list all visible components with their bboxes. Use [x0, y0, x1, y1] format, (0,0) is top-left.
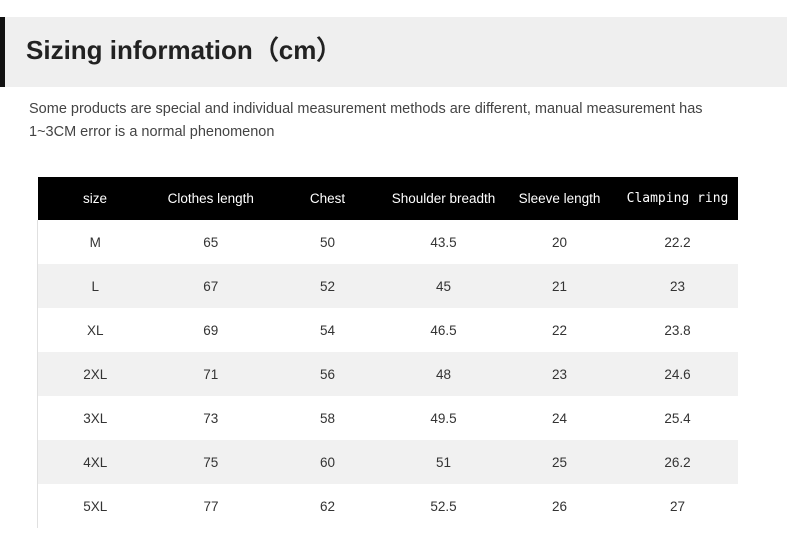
table-cell: 23: [501, 352, 618, 396]
table-header-row: size Clothes length Chest Shoulder bread…: [37, 177, 738, 220]
column-header-chest: Chest: [269, 177, 386, 220]
table-cell: 4XL: [37, 440, 153, 484]
table-cell: 24.6: [617, 352, 738, 396]
table-cell: 5XL: [37, 484, 153, 528]
table-cell: L: [37, 264, 153, 308]
table-cell: 69: [152, 308, 270, 352]
table-cell: 75: [152, 440, 270, 484]
table-row: 3XL 73 58 49.5 24 25.4: [37, 396, 738, 440]
table-cell: 46.5: [385, 308, 502, 352]
table-cell: 73: [152, 396, 270, 440]
table-cell: 50: [269, 220, 386, 264]
table-cell: 23.8: [617, 308, 738, 352]
table-row: L 67 52 45 21 23: [37, 264, 738, 308]
accent-bar: [0, 17, 5, 87]
table-cell: M: [37, 220, 153, 264]
table-cell: 51: [385, 440, 502, 484]
column-header-sleeve-length: Sleeve length: [501, 177, 618, 220]
table-cell: 52.5: [385, 484, 502, 528]
measurement-note: Some products are special and individual…: [29, 101, 703, 140]
table-cell: 58: [269, 396, 386, 440]
table-cell: 60: [269, 440, 386, 484]
column-header-size: size: [37, 177, 153, 220]
table-cell: 45: [385, 264, 502, 308]
page-title: Sizing information（cm）: [26, 35, 343, 65]
table-cell: 20: [501, 220, 618, 264]
table-cell: 52: [269, 264, 386, 308]
table-row: 5XL 77 62 52.5 26 27: [37, 484, 738, 528]
table-cell: 25.4: [617, 396, 738, 440]
table-cell: 65: [152, 220, 270, 264]
column-header-clamping-ring: Clamping ring: [617, 177, 738, 220]
table-cell: 67: [152, 264, 270, 308]
table-cell: 56: [269, 352, 386, 396]
table-row: 4XL 75 60 51 25 26.2: [37, 440, 738, 484]
size-chart-table: size Clothes length Chest Shoulder bread…: [37, 177, 738, 528]
table-cell: 26: [501, 484, 618, 528]
table-cell: 26.2: [617, 440, 738, 484]
table-row: 2XL 71 56 48 23 24.6: [37, 352, 738, 396]
table-cell: XL: [37, 308, 153, 352]
table-cell: 3XL: [37, 396, 153, 440]
section-header: Sizing information（cm）: [0, 17, 787, 87]
table-row: XL 69 54 46.5 22 23.8: [37, 308, 738, 352]
table-row: M 65 50 43.5 20 22.2: [37, 220, 738, 264]
column-header-clothes-length: Clothes length: [152, 177, 270, 220]
table-cell: 2XL: [37, 352, 153, 396]
table-cell: 22: [501, 308, 618, 352]
table-cell: 49.5: [385, 396, 502, 440]
table-cell: 25: [501, 440, 618, 484]
table-cell: 77: [152, 484, 270, 528]
table-cell: 22.2: [617, 220, 738, 264]
table-cell: 62: [269, 484, 386, 528]
table-cell: 27: [617, 484, 738, 528]
table-cell: 48: [385, 352, 502, 396]
table-cell: 21: [501, 264, 618, 308]
table-cell: 24: [501, 396, 618, 440]
column-header-shoulder-breadth: Shoulder breadth: [385, 177, 502, 220]
table-cell: 43.5: [385, 220, 502, 264]
table-cell: 23: [617, 264, 738, 308]
table-cell: 54: [269, 308, 386, 352]
table-cell: 71: [152, 352, 270, 396]
